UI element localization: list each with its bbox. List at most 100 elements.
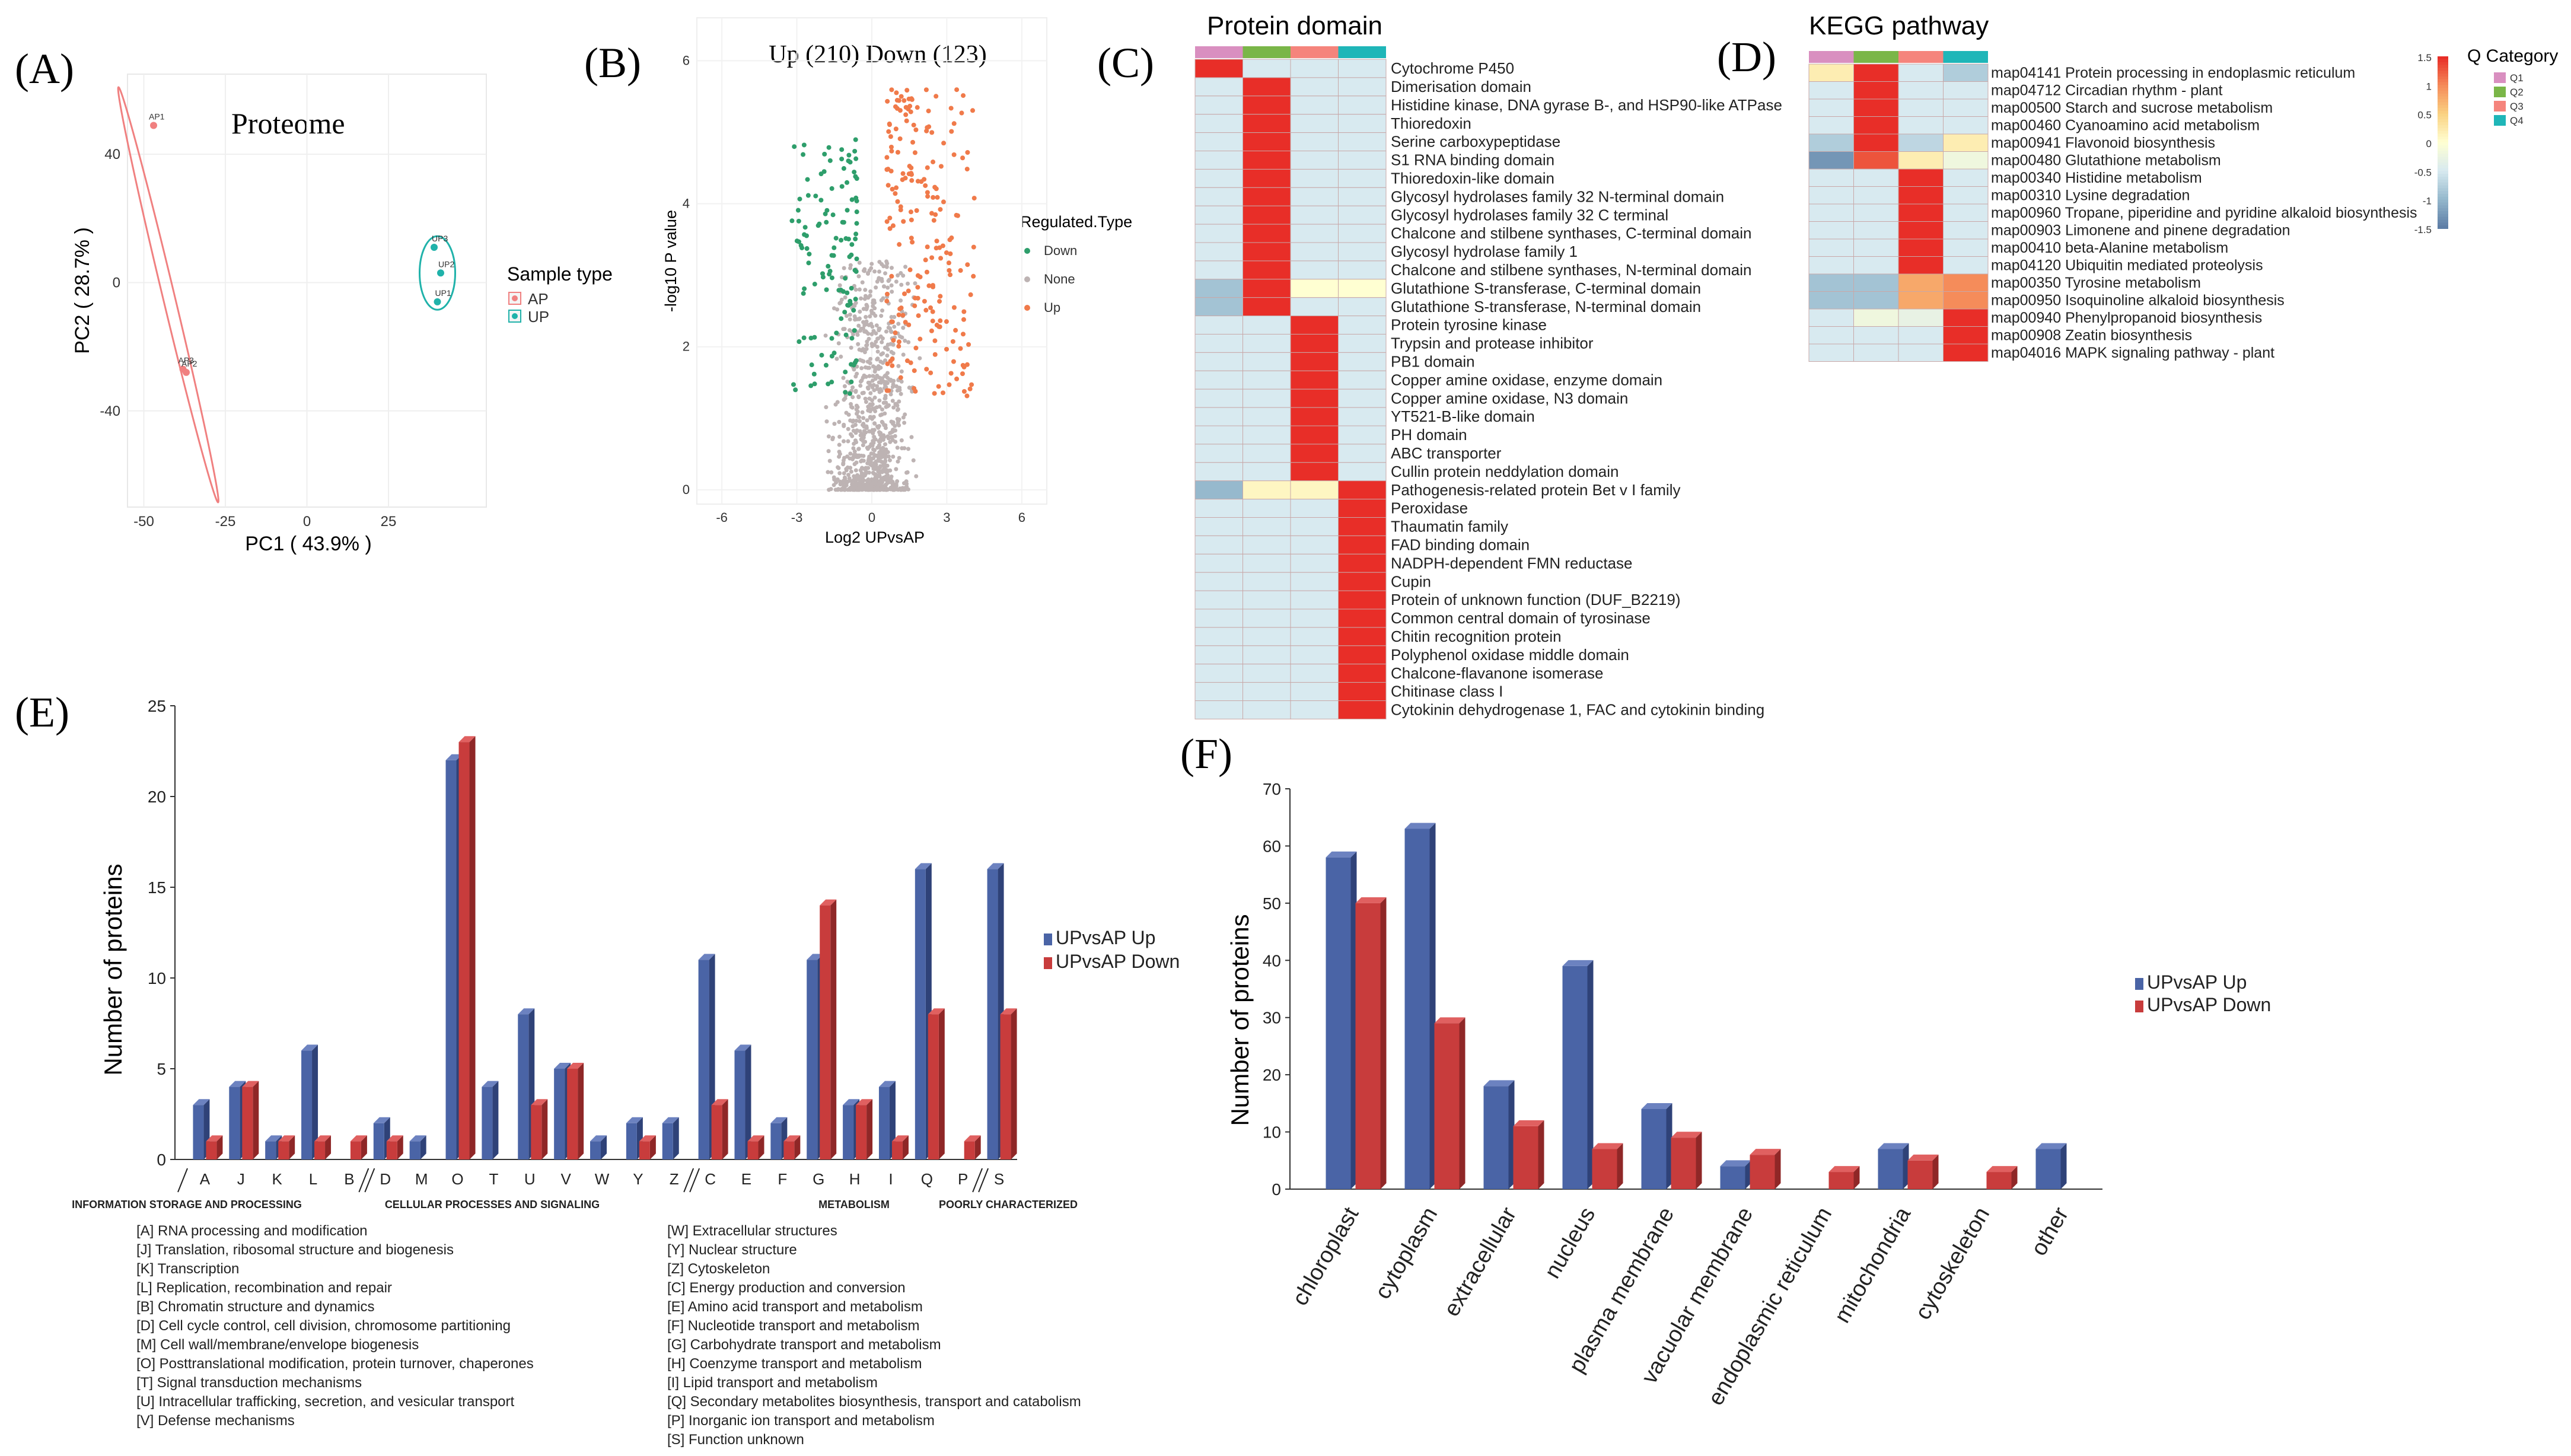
volcano-point-down xyxy=(843,332,849,337)
volcano-point-up xyxy=(944,346,950,352)
protein-domain-cell xyxy=(1243,499,1291,518)
volcano-point-none xyxy=(862,429,866,434)
cog-bar-k-down-side xyxy=(289,1135,295,1159)
volcano-point-none xyxy=(869,332,874,336)
volcano-point-up xyxy=(940,390,945,396)
subcellular-bars: 0 10 20 30 40 50 60 70 chloroplast cytoplasmextra… xyxy=(1263,780,2271,1410)
pca-plot: Proteome PC1 ( 43.9% ) PC2 ( 28.7% ) Sam… xyxy=(71,74,613,555)
protein-domain-row-label: Copper amine oxidase, enzyme domain xyxy=(1391,371,1662,388)
kegg-cell xyxy=(1943,326,1989,345)
pca-x-tick: -50 xyxy=(133,514,154,530)
kegg-cell xyxy=(1943,63,1989,82)
volcano-point-up xyxy=(894,90,899,95)
volcano-point-none xyxy=(899,298,903,303)
kegg-cell xyxy=(1943,81,1989,100)
volcano-point-up xyxy=(947,382,952,387)
cog-x-tick: J xyxy=(237,1170,245,1188)
kegg-colorbar-segment xyxy=(2438,222,2448,227)
volcano-points xyxy=(789,87,977,492)
volcano-point-none xyxy=(888,378,893,383)
volcano-point-up xyxy=(909,178,915,183)
protein-domain-cell xyxy=(1338,95,1387,115)
kegg-colorbar-segment xyxy=(2438,188,2448,192)
protein-domain-cell xyxy=(1290,664,1339,683)
volcano-point-none xyxy=(863,439,868,444)
volcano-point-none xyxy=(870,378,875,383)
volcano-point-down xyxy=(843,369,848,375)
volcano-point-none xyxy=(878,387,883,391)
volcano-point-none xyxy=(857,287,862,292)
volcano-point-up xyxy=(895,199,900,204)
volcano-point-down xyxy=(851,308,856,313)
volcano-point-none xyxy=(861,485,865,489)
protein-domain-cell xyxy=(1194,334,1243,353)
volcano-point-none xyxy=(856,323,861,328)
subcellular-bar-mitochondria-down-top xyxy=(1907,1154,1939,1161)
volcano-point-none xyxy=(861,320,866,324)
subcellular-bar-nucleus-up-side xyxy=(1587,960,1594,1189)
volcano-point-none xyxy=(899,270,903,275)
volcano-point-none xyxy=(901,415,906,420)
volcano-point-up xyxy=(908,360,913,365)
volcano-point-none xyxy=(872,421,877,426)
volcano-point-down xyxy=(853,236,858,241)
kegg-row-label: map00500 Starch and sucrose metabolism xyxy=(1991,100,2273,116)
volcano-point-up xyxy=(887,226,893,231)
cog-group-label: POORLY CHARACTERIZED xyxy=(939,1199,1078,1210)
protein-domain-cell xyxy=(1194,388,1243,408)
volcano-point-down xyxy=(853,137,858,142)
protein-domain-cell xyxy=(1194,700,1243,719)
cog-bar-d-down xyxy=(386,1141,397,1159)
volcano-point-none xyxy=(885,371,890,375)
kegg-colorbar-segment xyxy=(2438,165,2448,169)
protein-domain-cell xyxy=(1243,480,1291,500)
cog-bar-g-down-side xyxy=(830,899,837,1159)
protein-domain-cell xyxy=(1338,316,1387,334)
kegg-cell xyxy=(1898,203,1944,222)
volcano-point-down xyxy=(805,177,810,182)
cog-x-tick: K xyxy=(272,1170,283,1188)
volcano-point-none xyxy=(871,329,876,333)
pca-legend-dot-ap xyxy=(512,295,518,301)
volcano-point-none xyxy=(858,379,863,384)
subcellular-bar-chloroplast-down-top xyxy=(1355,897,1387,903)
kegg-colorbar-segment xyxy=(2438,162,2448,166)
kegg-colorbar-segment xyxy=(2438,128,2448,132)
kegg-cell xyxy=(1808,326,1854,345)
protein-domain-row-label: Serine carboxypeptidase xyxy=(1391,133,1560,151)
volcano-point-none xyxy=(893,402,898,406)
volcano-point-up xyxy=(894,185,899,190)
volcano-point-none xyxy=(866,272,871,276)
volcano-point-up xyxy=(938,294,943,299)
volcano-point-none xyxy=(877,465,882,470)
volcano-point-none xyxy=(862,350,867,355)
protein-domain-cell xyxy=(1194,444,1243,463)
protein-domain-cell xyxy=(1194,608,1243,628)
volcano-point-none xyxy=(853,431,858,435)
volcano-point-none xyxy=(883,426,888,431)
volcano-point-none xyxy=(911,458,916,463)
volcano-point-none xyxy=(901,326,906,330)
protein-domain-cell xyxy=(1290,700,1339,719)
cog-bar-y-down-top xyxy=(639,1135,656,1142)
volcano-point-none xyxy=(856,394,861,399)
volcano-point-none xyxy=(868,314,872,319)
volcano-point-none xyxy=(899,488,903,492)
cog-x-tick: Z xyxy=(670,1170,679,1188)
pca-point-label: AP3 xyxy=(179,355,195,365)
cog-group-separator xyxy=(364,1168,375,1193)
kegg-title: KEGG pathway xyxy=(1809,11,1989,40)
protein-domain-cell xyxy=(1194,480,1243,500)
cog-bar-q-up xyxy=(915,869,926,1159)
volcano-point-none xyxy=(865,461,870,466)
volcano-point-down xyxy=(847,391,852,396)
volcano-point-none xyxy=(880,477,885,482)
kegg-heatmap: KEGG pathway map04141 Protein processing… xyxy=(1808,11,2558,362)
subcellular-bar-cytoplasm-down-top xyxy=(1434,1017,1465,1024)
volcano-point-up xyxy=(903,112,909,117)
cog-bar-m-up-top xyxy=(409,1135,426,1142)
protein-domain-row-label: PH domain xyxy=(1391,426,1467,444)
pca-y-tick: -40 xyxy=(100,403,120,419)
subcellular-bar-extracellular-down xyxy=(1513,1126,1538,1189)
protein-domain-cell xyxy=(1243,205,1291,225)
